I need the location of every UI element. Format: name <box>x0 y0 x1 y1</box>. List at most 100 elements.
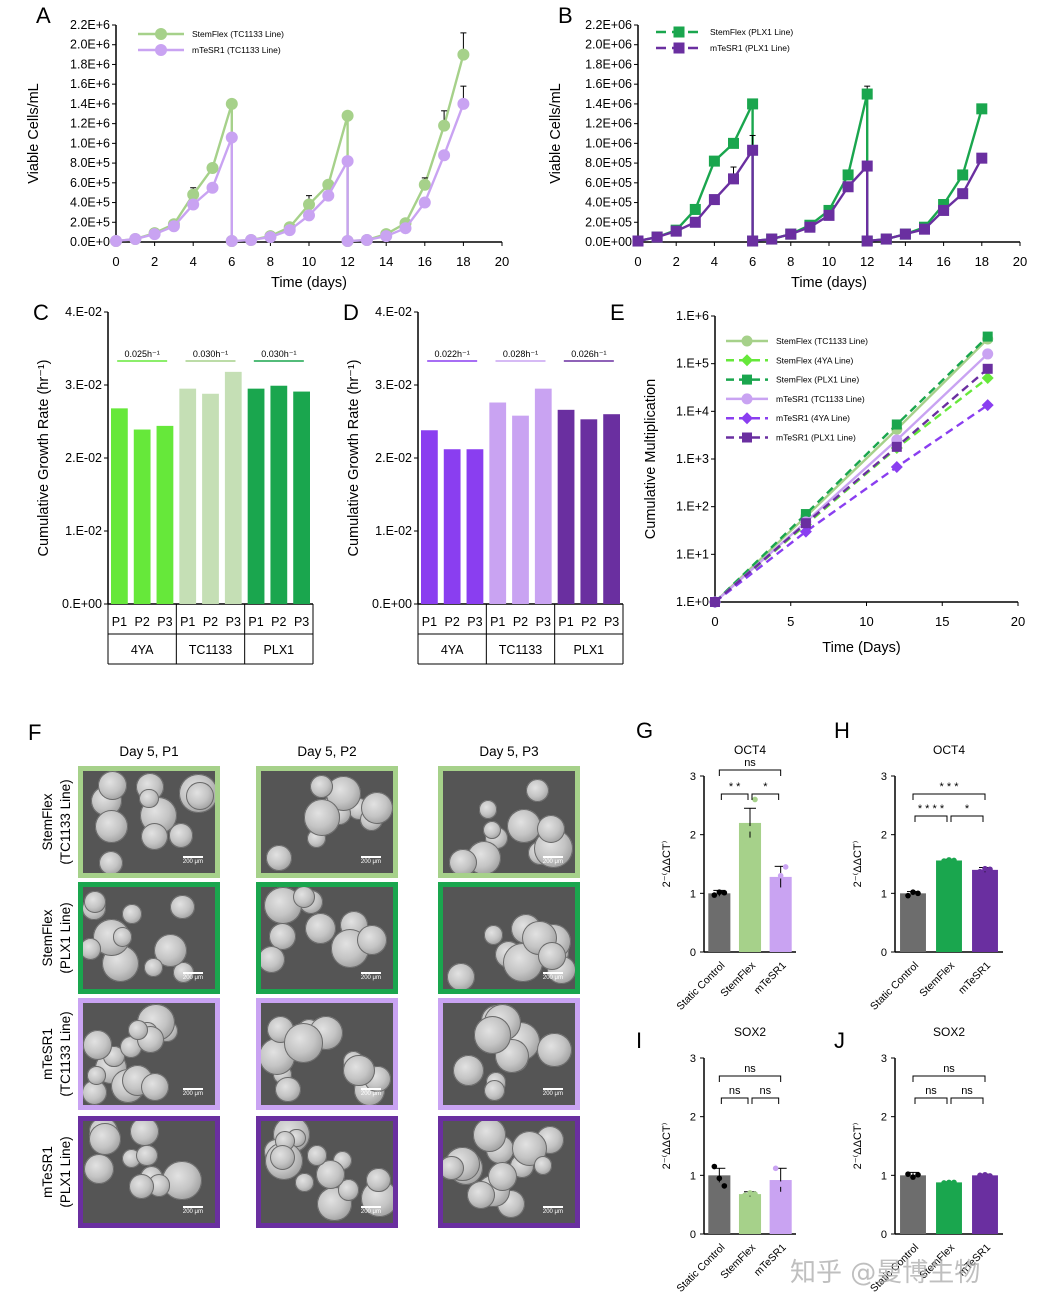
legend-marker <box>741 354 753 367</box>
bar <box>156 425 174 604</box>
y-tick-label: 6.0E+5 <box>70 176 110 190</box>
significance-bracket <box>720 793 749 800</box>
y-tick-label: 1 <box>881 888 887 900</box>
significance-label: ns <box>729 1085 741 1097</box>
panel-label-B: B <box>558 3 573 28</box>
spheroid <box>83 937 102 960</box>
spheroid <box>472 1121 507 1153</box>
scale-bar: 200 μm <box>542 1206 563 1215</box>
bar <box>557 409 575 604</box>
legend-label: mTeSR1 (TC1133 Line) <box>776 394 865 404</box>
bar <box>708 1175 731 1234</box>
x-tick-label: 0 <box>711 614 718 629</box>
category-label: P2 <box>581 615 596 629</box>
bar <box>270 385 288 604</box>
panel-label-J: J <box>834 1028 845 1053</box>
y-tick-label: 0.E+00 <box>372 597 412 611</box>
legend-label: mTeSR1 (PLX1 Line) <box>710 43 790 53</box>
category-label: mTeSR1 <box>752 1242 789 1279</box>
significance-bracket <box>914 1097 948 1104</box>
spheroid <box>84 1154 115 1184</box>
y-tick-label: 0 <box>881 1229 887 1241</box>
spheroid <box>360 791 393 825</box>
spheroid <box>141 822 169 850</box>
row-label: (TC1133 Line) <box>58 779 73 864</box>
data-point <box>976 152 988 164</box>
y-tick-label: 0 <box>881 947 887 959</box>
spheroid <box>303 799 340 836</box>
x-tick-label: 20 <box>1011 614 1025 629</box>
y-tick-label: 3 <box>690 771 696 783</box>
spheroid <box>366 1167 391 1193</box>
y-tick-label: 1 <box>690 888 696 900</box>
data-point <box>129 233 142 246</box>
bar <box>769 876 792 952</box>
replicate-point <box>910 889 916 895</box>
y-tick-label: 4.E-02 <box>65 305 102 319</box>
group-label: PLX1 <box>264 643 295 657</box>
y-tick-label: 1.E+2 <box>676 500 709 514</box>
micrograph-image: 200 μm <box>438 1116 580 1228</box>
y-tick-label: 2 <box>690 830 696 842</box>
legend-marker <box>741 412 753 425</box>
legend-marker <box>155 44 167 56</box>
y-tick-label: 8.0E+05 <box>585 156 632 170</box>
scale-bar: 200 μm <box>542 1088 563 1097</box>
legend-label: StemFlex (4YA Line) <box>776 355 853 365</box>
data-point <box>766 233 778 245</box>
category-label: P1 <box>422 615 437 629</box>
data-point <box>341 109 354 122</box>
y-tick-label: 1.8E+6 <box>70 57 110 71</box>
spheroid <box>122 904 142 924</box>
replicate-point <box>977 1172 983 1179</box>
panel-label-H: H <box>834 718 850 743</box>
data-point <box>747 144 759 156</box>
legend-label: mTeSR1 (PLX1 Line) <box>776 433 856 443</box>
legend-label: StemFlex (TC1133 Line) <box>776 336 868 346</box>
y-tick-label: 2.E-02 <box>65 451 102 465</box>
bar <box>247 388 265 604</box>
data-point <box>708 155 720 167</box>
rate-annotation: 0.030h⁻¹ <box>261 349 296 359</box>
x-tick-label: 4 <box>711 254 718 269</box>
data-point <box>341 155 354 168</box>
scale-bar: 200 μm <box>360 1088 381 1097</box>
spheroid <box>538 942 566 971</box>
replicate-point <box>711 892 718 898</box>
scale-bar: 200 μm <box>542 856 563 865</box>
y-tick-label: 1.E+1 <box>676 547 709 561</box>
watermark: 知乎 @曼博生物 <box>790 1258 981 1288</box>
legend-marker <box>155 28 167 40</box>
data-point <box>303 209 315 222</box>
group-label: 4YA <box>131 643 154 657</box>
bar <box>421 430 438 604</box>
replicate-point <box>772 884 779 891</box>
scale-bar: 200 μm <box>360 972 381 981</box>
bar <box>202 393 219 604</box>
replicate-point <box>915 1171 921 1178</box>
replicate-point <box>977 868 983 875</box>
data-point <box>399 222 412 235</box>
spheroid <box>306 1145 327 1166</box>
category-label: Static Control <box>868 960 921 1013</box>
data-point <box>842 181 854 193</box>
column-header: Day 5, P1 <box>119 744 178 759</box>
y-tick-label: 1.4E+6 <box>70 97 110 111</box>
replicate-point <box>721 1183 728 1189</box>
y-tick-label: 1.E+3 <box>676 452 709 466</box>
spheroid <box>119 1035 142 1058</box>
replicate-point <box>951 857 957 864</box>
spheroid <box>87 1066 106 1085</box>
bar <box>293 391 310 604</box>
replicate-point <box>777 872 784 879</box>
replicate-point <box>711 1163 718 1170</box>
micrograph-image: 200 μm <box>78 1116 220 1228</box>
replicate-point <box>721 889 728 896</box>
legend-marker <box>673 42 685 54</box>
data-point <box>245 234 258 247</box>
scale-bar: 200 μm <box>360 1206 381 1215</box>
data-point <box>891 419 902 430</box>
x-tick-label: 14 <box>898 254 912 269</box>
spheroid <box>443 1155 464 1180</box>
panel-label-D: D <box>343 300 359 325</box>
